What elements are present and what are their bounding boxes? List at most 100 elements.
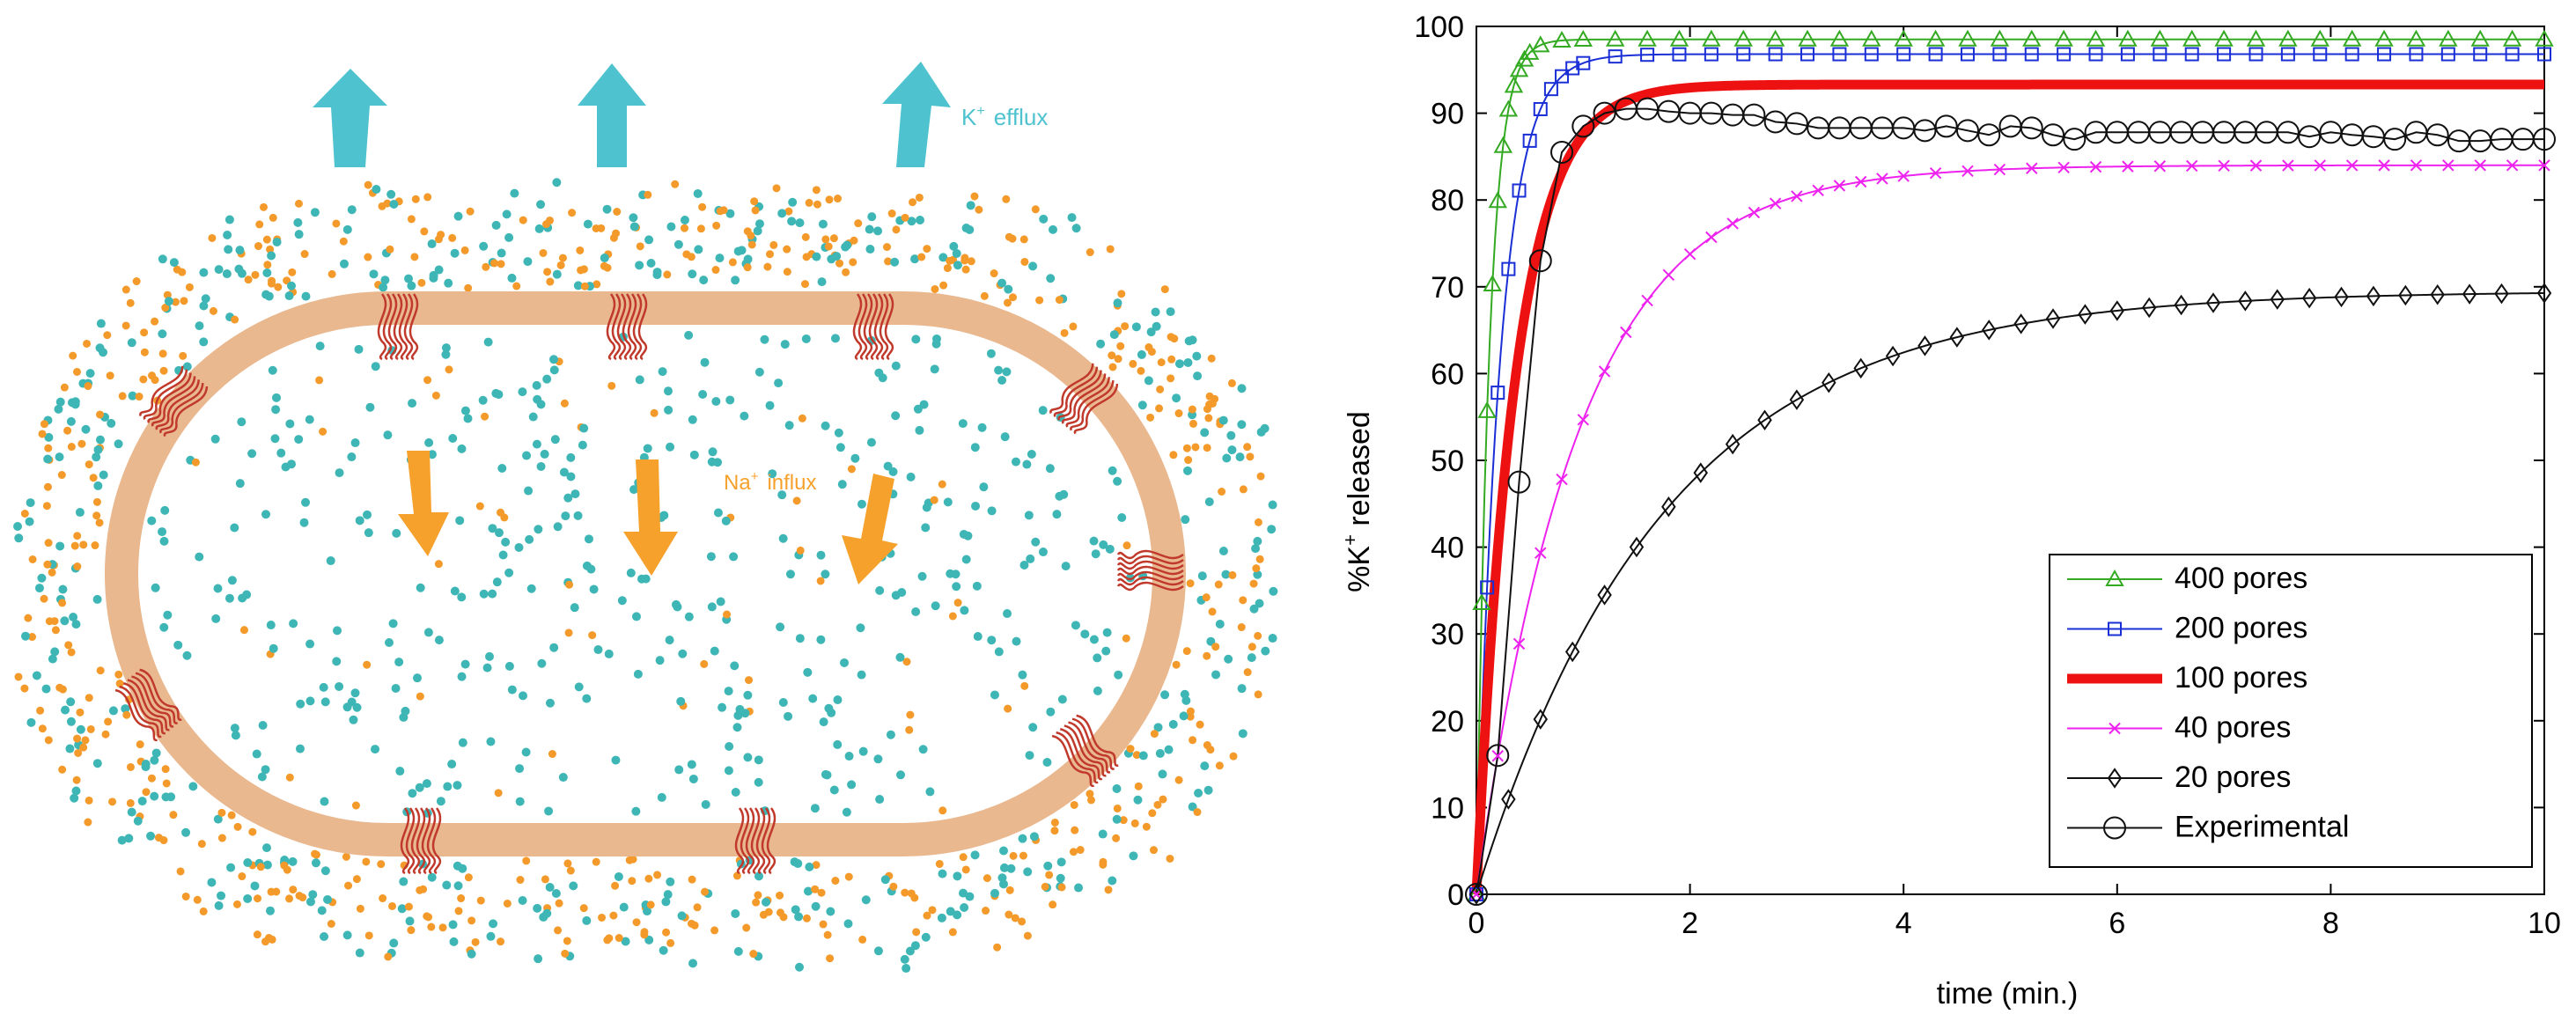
- pore-protein: [606, 293, 648, 361]
- k-ion: [536, 461, 546, 471]
- na-ion: [1070, 800, 1078, 809]
- k-ion: [164, 297, 173, 306]
- data-point: [1576, 55, 1591, 70]
- na-ion: [342, 852, 350, 861]
- k-ion: [953, 871, 962, 881]
- na-ion: [411, 195, 420, 203]
- k-ion: [551, 888, 561, 898]
- x-tick-label: 2: [1682, 907, 1698, 940]
- na-ion: [558, 254, 567, 262]
- k-ion: [285, 419, 295, 429]
- na-ion: [40, 420, 48, 429]
- na-ion: [269, 213, 277, 222]
- k-ion: [952, 248, 961, 258]
- k-ion: [534, 525, 543, 534]
- na-ion: [632, 918, 641, 927]
- data-point: [2103, 816, 2126, 840]
- na-ion: [961, 265, 970, 274]
- k-ion: [678, 649, 688, 658]
- k-ion: [224, 593, 234, 603]
- pore-helix: [410, 807, 421, 875]
- k-ion: [561, 511, 570, 521]
- k-ion: [987, 506, 997, 516]
- pore-protein: [377, 293, 419, 361]
- k-ion: [92, 452, 101, 462]
- na-ion: [698, 202, 707, 211]
- k-ion: [266, 621, 276, 630]
- k-ion: [201, 294, 210, 304]
- k-ion: [684, 330, 694, 340]
- k-ion: [444, 278, 453, 288]
- k-ion: [488, 524, 497, 533]
- k-ion: [96, 319, 106, 328]
- pore-helix: [734, 807, 745, 875]
- k-ion: [319, 682, 328, 692]
- pore-protein: [139, 365, 209, 437]
- na-ion: [73, 367, 82, 376]
- na-ion: [1069, 848, 1078, 856]
- k-ion: [479, 241, 489, 251]
- na-ion: [1144, 343, 1153, 352]
- k-ion: [510, 188, 519, 198]
- data-point: [1556, 473, 1568, 486]
- k-ion: [504, 568, 514, 577]
- k-ion: [483, 337, 493, 347]
- na-ion: [961, 865, 970, 874]
- na-ion: [1122, 634, 1130, 643]
- k-ion: [689, 450, 699, 459]
- data-point: [2205, 292, 2221, 313]
- k-ion: [731, 276, 740, 285]
- na-ion: [811, 885, 820, 893]
- k-ion: [258, 721, 268, 731]
- k-ion: [128, 391, 137, 401]
- na-ion: [687, 253, 696, 261]
- data-point: [1748, 206, 1761, 219]
- k-ion: [261, 843, 271, 853]
- k-ion: [951, 570, 960, 579]
- k-ion: [602, 204, 612, 214]
- k-ion: [785, 570, 795, 579]
- data-point: [1925, 29, 1946, 47]
- k-ion: [732, 723, 742, 732]
- na-ion: [825, 195, 834, 204]
- k-ion: [95, 343, 105, 353]
- k-ion: [372, 185, 381, 195]
- data-point: [1977, 123, 2001, 147]
- k-ion: [896, 770, 906, 780]
- na-ion: [644, 874, 653, 883]
- k-ion: [1235, 452, 1245, 462]
- k-ion: [479, 589, 489, 599]
- na-ion: [948, 612, 957, 621]
- na-ion: [181, 892, 190, 900]
- data-point: [2022, 29, 2042, 47]
- k-ion: [379, 283, 388, 292]
- na-ion: [1112, 834, 1121, 842]
- na-ion: [140, 328, 149, 337]
- pore-helix: [382, 293, 393, 361]
- data-point: [2078, 304, 2093, 325]
- data-point: [2442, 159, 2455, 172]
- data-point: [1608, 49, 1623, 64]
- na-ion: [238, 872, 247, 881]
- na-ion: [1239, 596, 1248, 605]
- data-point: [2141, 297, 2157, 319]
- pore-helix: [1053, 366, 1099, 417]
- k-ion: [664, 405, 673, 415]
- k-ion: [1194, 789, 1203, 798]
- k-ion: [1012, 636, 1021, 646]
- na-ion: [1132, 751, 1141, 760]
- na-ion: [1113, 804, 1122, 812]
- na-ion: [1019, 235, 1028, 244]
- na-ion: [1239, 485, 1248, 494]
- pore-helix: [766, 807, 776, 875]
- k-ion: [1080, 629, 1090, 639]
- na-ion: [603, 263, 612, 272]
- k-ion: [257, 772, 267, 782]
- data-point: [1488, 191, 1507, 209]
- na-ion: [935, 859, 944, 868]
- na-ion: [561, 949, 570, 958]
- k-ion: [261, 510, 270, 519]
- k-ion: [821, 570, 830, 579]
- na-ion: [798, 414, 806, 423]
- pore-helix: [155, 379, 200, 430]
